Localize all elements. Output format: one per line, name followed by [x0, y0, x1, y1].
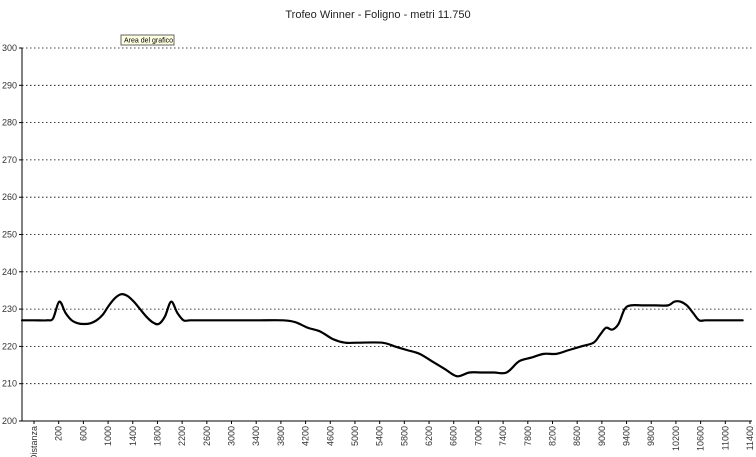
x-tick-label-22: 8600: [572, 426, 582, 446]
x-tick-label-10: 3800: [276, 426, 286, 446]
x-tick-label-6: 2200: [177, 426, 187, 446]
y-tick-label-240: 240: [2, 267, 17, 277]
x-tick-label-18: 7000: [473, 426, 483, 446]
y-tick-label-280: 280: [2, 118, 17, 128]
y-tick-label-290: 290: [2, 80, 17, 90]
chart-area-tooltip: Area del grafico: [120, 34, 175, 46]
chart-title: Trofeo Winner - Foligno - metri 11.750: [285, 9, 470, 21]
x-tick-label-14: 5400: [375, 426, 385, 446]
x-tick-label-7: 2600: [202, 426, 212, 446]
x-tick-label-8: 3000: [227, 426, 237, 446]
x-tick-label-12: 4600: [325, 426, 335, 446]
y-tick-label-270: 270: [2, 155, 17, 165]
x-tick-label-17: 6600: [449, 426, 459, 446]
x-tick-label-13: 5000: [350, 426, 360, 446]
x-tick-label-25: 9800: [646, 426, 656, 446]
y-tick-label-220: 220: [2, 341, 17, 351]
y-tick-label-200: 200: [2, 416, 17, 426]
y-tick-label-210: 210: [2, 379, 17, 389]
x-tick-label-11: 4200: [301, 426, 311, 446]
y-axis-ticks: 200 210 220 230 240 250 260 270 280 290 300: [2, 43, 22, 426]
y-tick-label-300: 300: [2, 43, 17, 53]
x-tick-label-24: 9400: [622, 426, 632, 446]
series-line-0: [20, 293, 744, 378]
x-tick-label-27: 10600: [696, 426, 706, 451]
x-tick-label-21: 8200: [547, 426, 557, 446]
x-tick-label-3: 1000: [103, 426, 113, 446]
x-tick-label-0: Distanza: [29, 426, 39, 457]
x-tick-label-19: 7400: [498, 426, 508, 446]
x-tick-label-2: 600: [78, 426, 88, 441]
y-tick-label-260: 260: [2, 192, 17, 202]
x-tick-label-15: 5800: [399, 426, 409, 446]
chart-grid: [22, 47, 752, 385]
series-group: [20, 293, 744, 378]
x-tick-label-16: 6200: [424, 426, 434, 446]
x-tick-label-28: 11000: [720, 426, 730, 450]
x-tick-label-29: 11400: [745, 426, 755, 450]
x-tick-label-5: 1800: [152, 426, 162, 446]
y-tick-label-230: 230: [2, 304, 17, 314]
y-tick-label-250: 250: [2, 230, 17, 240]
x-tick-label-23: 9000: [597, 426, 607, 446]
x-tick-label-26: 10200: [671, 426, 681, 451]
x-tick-label-20: 7800: [523, 426, 533, 446]
x-tick-label-9: 3400: [251, 426, 261, 446]
x-axis-ticks: Distanza 200 600 1000 1400 1800 2200 2600 3000 34…: [29, 421, 755, 457]
tooltip-text: Area del grafico: [124, 38, 173, 45]
x-tick-label-4: 1400: [128, 426, 138, 446]
x-tick-label-1: 200: [54, 426, 64, 441]
